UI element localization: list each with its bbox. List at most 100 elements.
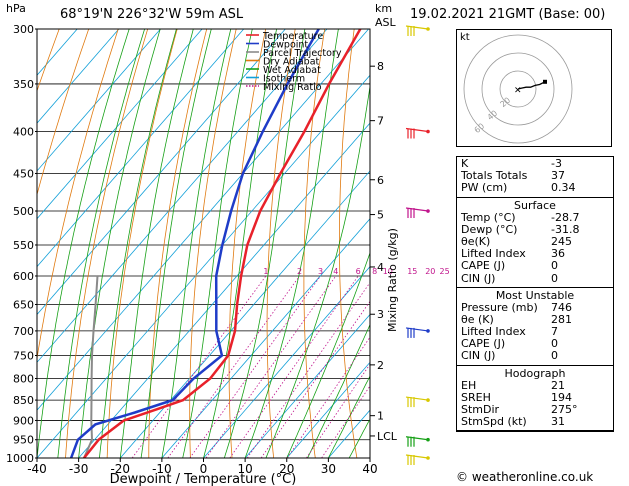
index-value: 194 — [551, 390, 572, 404]
x-tick-label: -30 — [69, 462, 89, 476]
wind-barb-dot — [426, 209, 430, 213]
mixing-ratio-tick-label: 25 — [440, 267, 450, 276]
index-row: CAPE (J) 0 — [457, 338, 613, 350]
dry-adiabat-line — [266, 29, 296, 458]
x-tick-label: 40 — [362, 462, 377, 476]
legend-label: Temperature — [262, 31, 323, 42]
pressure-tick-label: 450 — [13, 167, 34, 180]
hodograph-unit-label: kt — [460, 32, 470, 43]
mixing-ratio-tick-label: 10 — [383, 267, 393, 276]
altitude-tick-label: 3 — [377, 308, 384, 321]
isotherm-line — [244, 313, 370, 458]
legend-label: Isotherm — [263, 74, 305, 85]
index-label: Totals Totals — [461, 169, 528, 183]
mixing-ratio-tick-label: 3 — [318, 267, 323, 276]
legend-label: Wet Adiabat — [263, 65, 321, 76]
dry-adiabat-line — [338, 29, 358, 458]
mixing-ratio-tick-label: 6 — [356, 267, 361, 276]
altitude-tick-label: 8 — [377, 60, 384, 73]
index-value: 37 — [551, 169, 565, 183]
index-row: EH 21 — [457, 378, 613, 392]
altitude-tick-label: 4 — [377, 261, 384, 274]
index-value: 0 — [551, 337, 558, 351]
pressure-tick-label: 750 — [13, 349, 34, 362]
pressure-tick-label: 400 — [13, 126, 34, 139]
hodograph-trace — [517, 81, 546, 90]
index-label: EH — [461, 378, 477, 392]
indices-panel: K -3 Totals Totals 37 PW (cm) 0.34 Surface Te… — [456, 156, 614, 433]
index-label: SREH — [461, 390, 491, 404]
wind-barb-dot — [426, 398, 430, 402]
wind-barb-shaft — [405, 327, 429, 332]
wind-barb-shaft — [405, 25, 429, 30]
dry-adiabat-line — [37, 29, 119, 361]
index-value: 21 — [551, 378, 565, 392]
index-label: Lifted Index — [461, 325, 526, 339]
index-value: -31.8 — [551, 222, 580, 236]
wet-adiabat-line — [161, 29, 232, 458]
wind-barb-glyph — [405, 127, 430, 139]
index-row: Temp (°C) -28.7 — [457, 210, 613, 224]
pressure-tick-label: 550 — [13, 239, 34, 252]
wet-adiabat-line — [182, 29, 253, 458]
isotherm-line — [119, 170, 370, 458]
parcel-trajectory-line — [83, 275, 99, 458]
pressure-tick-label: 950 — [13, 434, 34, 447]
basic-indices: K -3 Totals Totals 37 PW (cm) 0.34 — [456, 156, 614, 198]
isotherm-line — [37, 29, 286, 316]
index-row: θe (K) 281 — [457, 313, 613, 326]
dry-adiabat-line — [407, 29, 440, 458]
pressure-tick-label: 500 — [13, 205, 34, 218]
index-value: 7 — [551, 325, 558, 339]
datetime-title: 19.02.2021 21GMT (Base: 00) — [410, 7, 606, 22]
wind-barb-glyph — [405, 436, 430, 447]
wet-adiabat-line — [307, 323, 370, 458]
legend-label: Parcel Trajectory — [263, 48, 342, 59]
wind-barb-glyph — [405, 207, 430, 219]
pressure-tick-label: 350 — [13, 78, 34, 91]
index-label: CAPE (J) — [461, 259, 506, 273]
x-tick-label: -10 — [152, 462, 172, 476]
x-tick-label: 30 — [321, 462, 336, 476]
altitude-tick-label: 7 — [377, 115, 384, 128]
legend-label: Mixing Ratio — [263, 82, 322, 93]
pressure-tick-label: 650 — [13, 299, 34, 312]
index-value: 746 — [551, 300, 572, 314]
legend-label: Dewpoint — [263, 40, 308, 51]
wind-barb-glyph — [405, 25, 430, 36]
wind-barb-glyph — [405, 327, 430, 338]
mixing-ratio-tick-label: 1 — [263, 267, 268, 276]
wind-barb-shaft — [405, 396, 429, 401]
isotherm-line — [203, 266, 370, 458]
mixing-ratio-line — [229, 275, 359, 458]
pressure-tick-label: 900 — [13, 414, 34, 427]
wind-barb-dot — [426, 437, 430, 442]
mixing-ratio-tick-label: 8 — [372, 267, 377, 276]
index-row: θe(K) 245 — [457, 235, 613, 248]
x-tick-label: -40 — [27, 462, 47, 476]
mixing-ratio-line — [260, 300, 370, 458]
storm-motion-marker: ✕ — [514, 86, 522, 96]
surface-box: Surface Temp (°C) -28.7 Dewp (°C) -31.8 θe(K… — [456, 196, 614, 288]
wet-adiabat-line — [119, 29, 194, 458]
mixing-ratio-tick-label: 20 — [425, 267, 435, 276]
index-label: Dewp (°C) — [461, 222, 518, 236]
isotherm-line — [78, 122, 370, 458]
index-value: -28.7 — [551, 210, 580, 224]
mixing-ratio-line — [131, 275, 267, 458]
wind-barb-shaft — [405, 127, 429, 133]
x-tick-label: 0 — [200, 462, 208, 476]
hodograph-ring — [481, 52, 555, 126]
isotherm-line — [37, 29, 120, 124]
wet-adiabat-line — [265, 83, 370, 458]
wind-barb-dot — [426, 129, 430, 134]
index-row: Lifted Index 36 — [457, 247, 613, 260]
index-label: K — [461, 157, 469, 170]
index-label: CIN (J) — [461, 271, 496, 285]
index-value: 0 — [551, 349, 558, 363]
asl-unit-label: ASL — [375, 16, 396, 29]
isotherm-line — [37, 29, 369, 411]
index-row: CAPE (J) 0 — [457, 260, 613, 272]
